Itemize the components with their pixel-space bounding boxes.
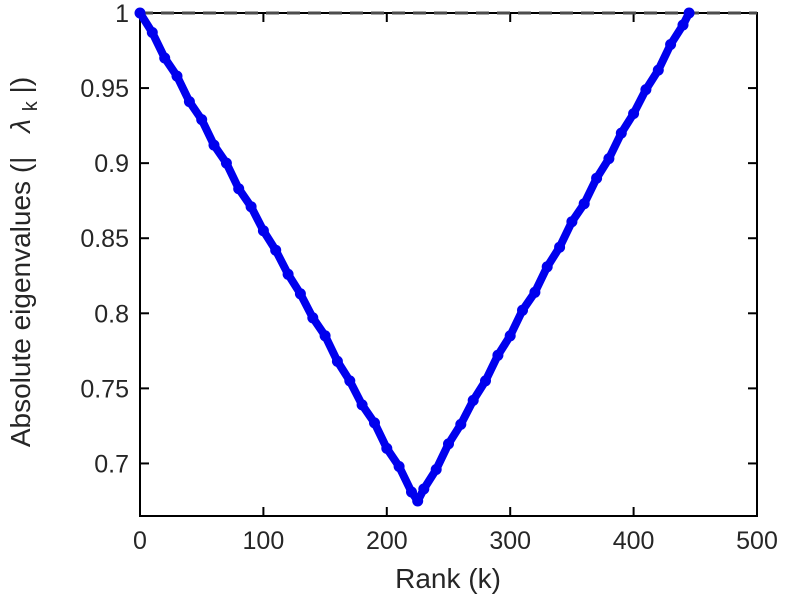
y-tick-label: 0.7 [94, 450, 129, 478]
plot-box [139, 12, 758, 517]
data-point-marker [554, 241, 566, 253]
data-point-marker [208, 139, 220, 151]
data-point-marker [603, 153, 615, 165]
lambda-icon: λ [5, 119, 36, 135]
y-tick-label: 1 [115, 0, 129, 28]
plot-area: 0.7 0.75 0.8 0.85 0.9 0.95 1 0 100 200 300 400 500 [80, 0, 778, 555]
data-point-marker [615, 127, 627, 139]
x-axis-label: Rank (k) [395, 563, 501, 594]
data-point-marker [196, 114, 208, 126]
y-axis-label-prefix: Absolute eigenvalues (| [5, 157, 36, 448]
y-axis-label: Absolute eigenvalues (| λ k |) [5, 77, 43, 447]
data-point-marker [652, 64, 664, 76]
data-point-marker [282, 268, 294, 280]
data-point-marker [430, 464, 442, 475]
y-tick-label: 0.75 [80, 375, 129, 403]
data-point-marker [665, 39, 677, 50]
data-point-marker [233, 183, 245, 195]
data-point-marker [443, 438, 454, 450]
y-tick-label: 0.9 [94, 150, 129, 178]
lambda-subscript: k [20, 100, 42, 111]
x-tick-label: 100 [243, 527, 285, 555]
data-point-marker [683, 7, 695, 19]
data-point-marker [591, 172, 603, 184]
data-point-marker [467, 394, 479, 406]
data-point-marker [492, 349, 504, 361]
x-tick-label: 200 [366, 527, 408, 555]
data-point-marker [183, 96, 195, 108]
data-point-marker [307, 312, 319, 324]
data-point-marker [245, 201, 257, 213]
data-point-marker [134, 7, 146, 19]
x-tick-label: 500 [736, 527, 778, 555]
data-point-marker [480, 375, 491, 387]
data-point-marker [319, 330, 331, 342]
data-point-marker [270, 244, 282, 256]
data-point-marker [369, 417, 380, 429]
data-point-marker [331, 355, 343, 367]
data-point-marker [220, 157, 232, 169]
y-tick-label: 0.95 [80, 75, 129, 103]
data-point-marker [517, 304, 528, 316]
y-tick-label: 0.85 [80, 225, 129, 253]
data-point-marker [640, 84, 652, 96]
x-tick-label: 300 [489, 527, 531, 555]
data-point-marker [541, 261, 553, 273]
data-point-marker [578, 198, 590, 210]
data-point-marker [406, 486, 417, 498]
data-point-marker [412, 495, 424, 507]
data-point-marker [504, 330, 516, 342]
x-tick-label: 400 [613, 527, 655, 555]
data-series-line [136, 9, 694, 505]
y-tick-label: 0.8 [94, 300, 129, 328]
data-point-marker [146, 27, 158, 38]
data-point-marker [566, 216, 578, 228]
data-point-marker [344, 375, 356, 387]
data-point-marker [393, 461, 405, 472]
data-point-marker [159, 52, 171, 64]
data-point-marker [455, 418, 467, 430]
data-point-marker [628, 108, 640, 120]
data-point-marker [677, 19, 689, 31]
y-axis-label-suffix: |) [5, 77, 36, 94]
data-point-marker [529, 286, 541, 298]
data-point-marker [171, 70, 183, 82]
data-point-marker [356, 399, 368, 411]
data-point-marker [294, 288, 306, 300]
data-point-marker [257, 225, 269, 237]
data-point-marker [418, 483, 430, 495]
x-tick-label: 0 [133, 527, 147, 555]
data-point-marker [381, 442, 393, 454]
